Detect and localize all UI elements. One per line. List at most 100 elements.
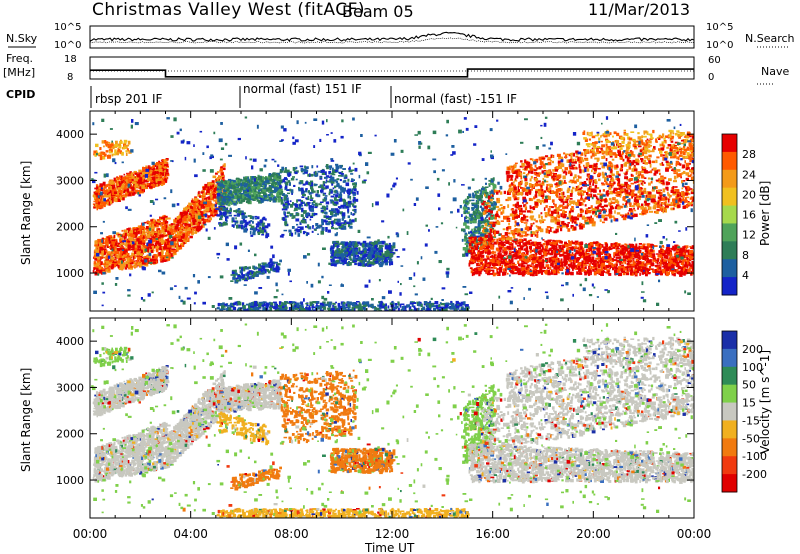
- power-cell: [166, 249, 169, 253]
- power-cell: [248, 192, 252, 195]
- power-cell: [312, 225, 314, 229]
- power-cell: [301, 196, 305, 198]
- power-cell: [270, 174, 275, 178]
- power-cell: [293, 209, 296, 212]
- power-cell: [140, 171, 144, 174]
- power-cell: [249, 231, 252, 235]
- power-cell: [252, 231, 256, 236]
- power-cell: [386, 256, 390, 259]
- power-cell: [119, 141, 121, 145]
- power-cell: [378, 247, 381, 249]
- power-cell: [131, 178, 134, 182]
- power-cell: [160, 255, 163, 260]
- power-cell: [99, 147, 102, 151]
- power-cell: [164, 229, 167, 233]
- power-cell: [102, 151, 106, 155]
- power-cell: [148, 232, 153, 236]
- power-cell: [307, 232, 310, 235]
- power-cell: [102, 181, 106, 186]
- power-cell: [300, 170, 303, 173]
- power-cell: [167, 230, 172, 234]
- power-cell: [322, 168, 325, 171]
- power-cell: [150, 178, 154, 183]
- power-cell: [283, 170, 287, 173]
- power-cell: [379, 241, 382, 244]
- power-cell: [167, 238, 170, 240]
- power-cell: [330, 176, 334, 181]
- power-cell: [226, 207, 229, 210]
- power-cell: [113, 188, 117, 192]
- power-cell: [305, 197, 309, 200]
- power-cell: [104, 195, 107, 198]
- power-cell: [94, 192, 99, 196]
- power-cell: [192, 205, 195, 209]
- power-cell: [114, 256, 118, 259]
- power-cell: [244, 191, 247, 194]
- power-cell: [339, 257, 343, 260]
- power-cell: [309, 180, 314, 183]
- power-cell: [133, 170, 137, 173]
- power-cell: [625, 253, 628, 257]
- power-cell: [210, 189, 213, 192]
- power-cell: [282, 216, 285, 221]
- power-cell: [109, 143, 113, 148]
- power-cell: [115, 242, 118, 246]
- power-cell: [617, 252, 620, 256]
- power-cell: [268, 190, 271, 193]
- power-cell: [473, 218, 478, 221]
- power-cell: [286, 189, 290, 191]
- power-cell: [341, 246, 345, 249]
- power-cell: [179, 231, 183, 234]
- power-cell: [468, 226, 470, 230]
- power-cell: [334, 169, 338, 172]
- power-cell: [333, 243, 335, 248]
- power-cell: [217, 185, 220, 188]
- power-cell: [325, 227, 328, 231]
- power-cell: [131, 177, 135, 180]
- power-cell: [218, 197, 222, 201]
- power-cell: [305, 202, 309, 205]
- power-cell: [314, 206, 318, 209]
- power-cell: [139, 177, 143, 181]
- power-cell: [244, 215, 248, 219]
- power-cell: [678, 270, 681, 275]
- power-cell: [127, 173, 131, 177]
- power-cell: [117, 150, 121, 153]
- power-cell: [243, 196, 247, 201]
- power-cell: [270, 266, 273, 271]
- power-cell: [290, 232, 294, 237]
- power-cell: [193, 214, 196, 216]
- power-cell: [330, 172, 333, 175]
- power-cell: [231, 217, 235, 221]
- power-cell: [207, 193, 209, 195]
- power-cell: [478, 212, 480, 217]
- power-cell: [200, 212, 203, 216]
- power-cell: [365, 242, 368, 247]
- power-cell: [307, 190, 310, 194]
- power-cell: [169, 228, 174, 233]
- power-cell: [201, 197, 204, 201]
- power-cell: [282, 178, 285, 183]
- power-cell: [238, 278, 242, 281]
- power-cell: [112, 251, 115, 254]
- power-cell: [215, 189, 219, 194]
- power-cell: [492, 205, 497, 208]
- power-cell: [109, 255, 112, 258]
- power-cell: [93, 196, 98, 200]
- power-cell: [117, 187, 121, 192]
- power-cell: [154, 183, 158, 187]
- power-cell: [330, 256, 333, 259]
- power-cell: [259, 182, 263, 185]
- power-cell: [162, 229, 166, 233]
- power-cell: [130, 230, 134, 233]
- power-cell: [352, 258, 357, 261]
- power-cell: [253, 184, 258, 187]
- power-cell: [490, 202, 493, 205]
- power-cell: [248, 186, 251, 189]
- power-cell: [476, 191, 479, 193]
- power-cell: [207, 204, 210, 207]
- power-cell: [168, 253, 171, 258]
- power-cell: [343, 257, 346, 260]
- cpid-label: CPID: [6, 88, 35, 101]
- power-cell: [168, 241, 171, 245]
